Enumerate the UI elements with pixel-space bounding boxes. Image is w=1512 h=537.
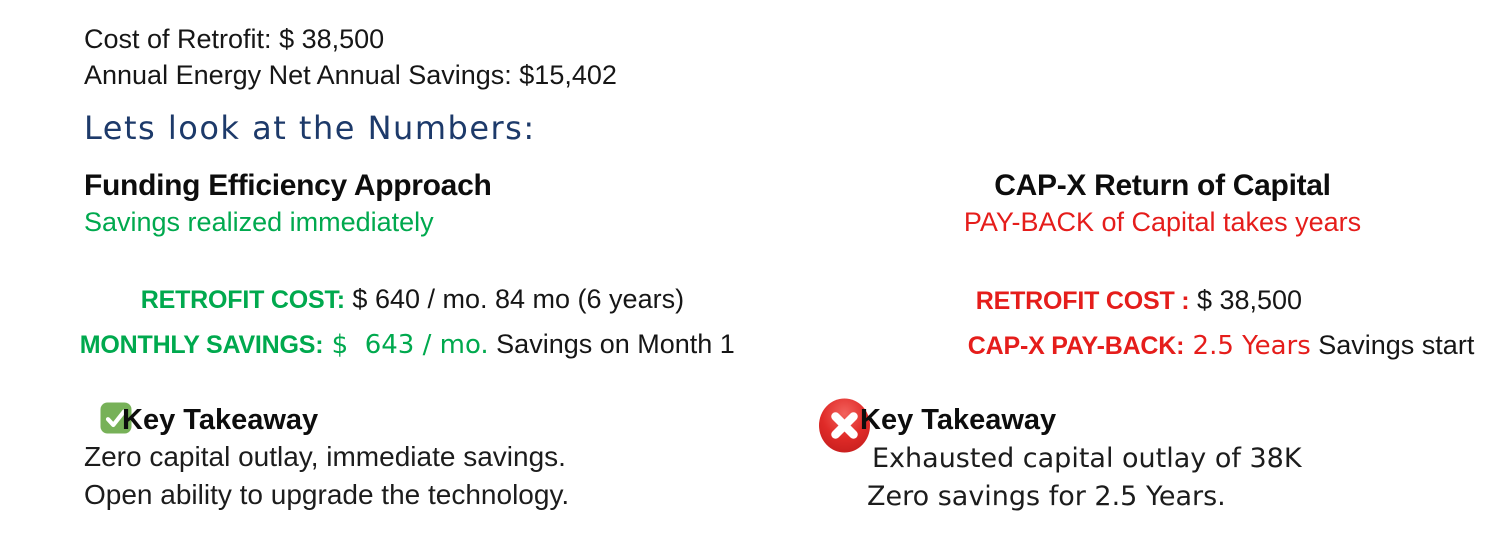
- left-column-subtitle: Savings realized immediately: [84, 207, 434, 237]
- right-takeaway-line-2: Zero savings for 2.5 Years.: [867, 481, 1226, 512]
- capx-retrofit-cost-label: RETROFIT COST :: [975, 287, 1190, 316]
- monthly-savings-label: MONTHLY SAVINGS:: [79, 331, 324, 360]
- left-retrofit-row: RETROFIT COST: $ 640 / mo. 84 mo (6 year…: [123, 266, 684, 334]
- left-savings-row: MONTHLY SAVINGS: $ 643 / mo. Savings on …: [62, 311, 735, 380]
- retrofit-cost-value: $ 640 / mo. 84 mo (6 years): [344, 284, 685, 315]
- right-takeaway-line-1: Exhausted capital outlay of 38K: [872, 443, 1302, 474]
- right-retrofit-row: RETROFIT COST : $ 38,500: [958, 267, 1302, 335]
- cost-of-retrofit-text: Cost of Retrofit: $ 38,500: [84, 24, 385, 54]
- cross-icon: [800, 398, 871, 453]
- right-column-title: CAP-X Return of Capital: [994, 169, 1331, 202]
- monthly-savings-amount: $ 643 / mo.: [323, 330, 489, 361]
- right-takeaway-title: Key Takeaway: [860, 404, 1057, 436]
- right-payback-row: CAP-X PAY-BACK: 2.5 Years Savings start: [950, 312, 1475, 381]
- left-takeaway-line-2: Open ability to upgrade the technology.: [84, 479, 570, 510]
- monthly-savings-note: Savings on Month 1: [488, 329, 735, 360]
- left-column-title: Funding Efficiency Approach: [84, 169, 492, 202]
- section-heading: Lets look at the Numbers:: [84, 109, 536, 147]
- left-takeaway-title: Key Takeaway: [122, 404, 319, 436]
- retrofit-cost-label: RETROFIT COST:: [140, 286, 345, 315]
- check-icon: [82, 402, 132, 434]
- capx-retrofit-cost-value: $ 38,500: [1189, 285, 1303, 316]
- annual-savings-text: Annual Energy Net Annual Savings: $15,40…: [84, 60, 617, 90]
- capx-payback-note: Savings start: [1310, 330, 1475, 361]
- capx-payback-label: CAP-X PAY-BACK:: [967, 332, 1185, 361]
- capx-payback-amount: 2.5 Years: [1184, 331, 1311, 362]
- left-takeaway-line-1: Zero capital outlay, immediate savings.: [84, 441, 566, 472]
- right-column-subtitle: PAY-BACK of Capital takes years: [963, 207, 1362, 237]
